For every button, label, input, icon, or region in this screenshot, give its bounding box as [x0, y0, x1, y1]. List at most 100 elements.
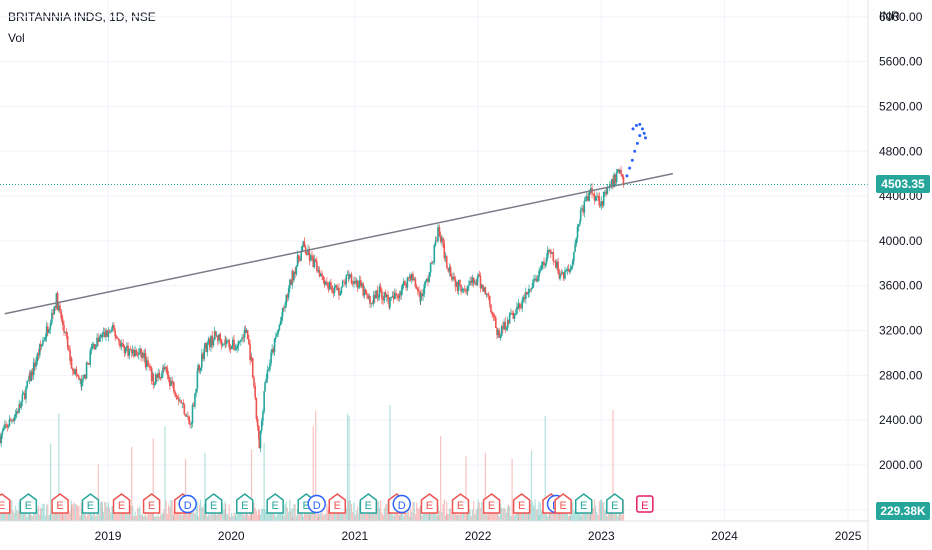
earnings-marker[interactable]: E [112, 493, 131, 514]
candle-body [123, 346, 126, 353]
candle-body [214, 331, 217, 336]
candle-body [265, 378, 268, 383]
earnings-marker[interactable]: E [19, 493, 38, 514]
volume-bar [611, 507, 613, 521]
candle-body [392, 295, 395, 300]
candle-body [84, 374, 87, 379]
earnings-marker[interactable]: E [554, 493, 572, 514]
price-axis[interactable]: 1600.002000.002400.002800.003200.003600.… [879, 10, 923, 517]
candle-body [210, 335, 212, 348]
earnings-marker[interactable]: E [606, 493, 624, 514]
volume-bar [479, 508, 482, 521]
candle-body [63, 325, 65, 333]
earnings-marker[interactable]: E [0, 493, 11, 514]
candle-body [177, 399, 180, 401]
volume-bar [0, 513, 1, 521]
volume-bar [147, 511, 149, 521]
dividend-marker[interactable]: D [307, 494, 326, 514]
volume-bar [403, 515, 405, 521]
volume-bar [382, 515, 384, 521]
volume-bar [600, 499, 602, 521]
earnings-marker[interactable]: E [266, 493, 284, 514]
earnings-marker[interactable]: E [359, 493, 378, 514]
volume-bar [494, 507, 496, 521]
projection-dot [628, 166, 632, 170]
volume-bar [320, 512, 322, 521]
candle-body [477, 274, 479, 278]
volume-bar [205, 508, 207, 521]
candle-body [274, 336, 277, 339]
candle-body [134, 349, 136, 357]
volume-bar [504, 508, 506, 521]
candle-body [370, 303, 373, 305]
candle-body [534, 278, 536, 280]
volume-bar [308, 515, 311, 521]
candle-body [258, 426, 260, 440]
volume-bar [470, 516, 472, 521]
candle-body [12, 420, 14, 422]
dividend-badge-icon [307, 494, 326, 514]
candle-body [143, 353, 146, 358]
earnings-marker[interactable]: E [451, 493, 470, 514]
volume-bar [69, 510, 71, 521]
volume-bar [437, 505, 439, 521]
candle-body [180, 400, 182, 404]
volume-bar [399, 515, 401, 521]
earnings-marker[interactable]: E [51, 493, 69, 514]
candle-body [398, 293, 401, 299]
volume-bar [446, 513, 448, 521]
volume-bar [432, 507, 434, 521]
volume-bar [544, 415, 546, 521]
volume-bar [462, 512, 465, 521]
candle-body [98, 337, 101, 342]
dividend-marker[interactable]: D [178, 494, 197, 514]
candle-body [487, 294, 490, 296]
candle-body [35, 361, 37, 367]
earnings-marker[interactable]: E [204, 493, 223, 514]
candle-body [581, 208, 583, 210]
candle-body [419, 293, 422, 303]
candle-body [613, 174, 615, 188]
volume-bar [381, 512, 383, 521]
volume-bar [181, 515, 183, 521]
earnings-marker[interactable]: E [420, 493, 439, 514]
candle-body [561, 272, 564, 275]
candle-body [44, 337, 47, 340]
candle-body [205, 342, 207, 353]
earnings-marker[interactable]: E [512, 493, 531, 514]
volume-bar [210, 512, 212, 521]
candle-body [276, 334, 278, 337]
candle-body [588, 190, 591, 201]
dividend-marker[interactable]: D [392, 494, 412, 514]
candle-body [194, 393, 196, 407]
projection-dot [638, 122, 642, 126]
earnings-marker[interactable]: E [482, 493, 501, 514]
earnings-marker[interactable]: E [328, 493, 347, 514]
candle-body [75, 369, 78, 375]
candle-body [225, 340, 228, 344]
trendline[interactable] [4, 172, 674, 315]
candle-body [461, 289, 464, 292]
volume-bar [194, 513, 196, 521]
candle-body [336, 285, 338, 291]
volume-bar [397, 514, 400, 521]
volume-bar [275, 516, 277, 521]
candle-body [346, 274, 349, 276]
candle-body [565, 270, 567, 272]
earnings-marker[interactable]: E [636, 495, 654, 513]
volume-bar [446, 501, 448, 521]
candle-body [417, 288, 419, 292]
volume-bar [318, 513, 321, 521]
earnings-marker[interactable]: E [574, 493, 593, 514]
earnings-marker[interactable]: E [236, 493, 254, 514]
volume-bar [81, 509, 83, 521]
candle-body [91, 346, 93, 349]
volume-bar [321, 505, 323, 521]
time-axis[interactable]: 2019 2020 2021 2022 2023 2024 2025 [95, 529, 862, 543]
volume-label[interactable]: Vol [8, 31, 25, 45]
candle-body [156, 374, 158, 378]
volume-bar [441, 511, 443, 521]
earnings-marker[interactable]: E [81, 493, 100, 514]
earnings-marker[interactable]: E [142, 493, 161, 514]
